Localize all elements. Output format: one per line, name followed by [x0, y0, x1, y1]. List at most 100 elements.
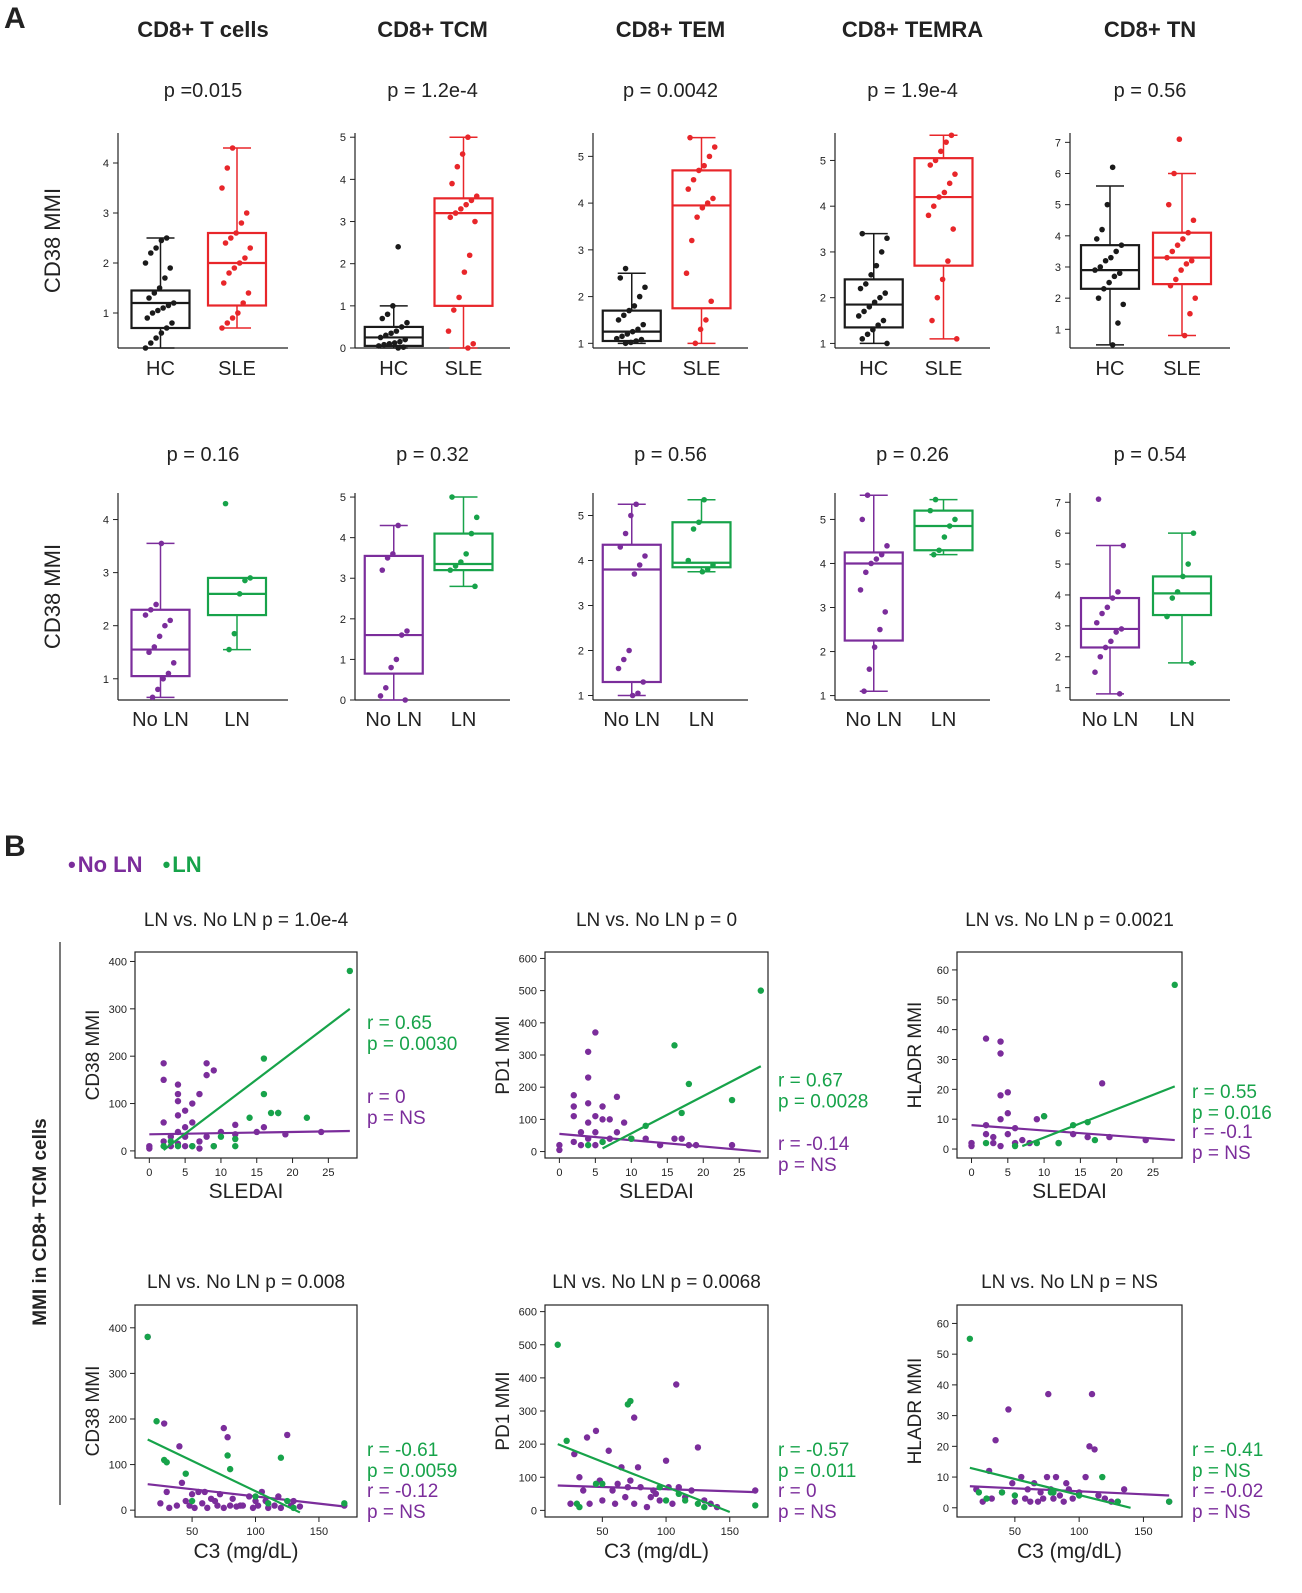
data-point	[249, 1504, 257, 1512]
data-point	[379, 567, 386, 573]
category-label: SLE	[683, 358, 721, 380]
data-point	[1173, 276, 1179, 283]
data-point	[144, 315, 151, 321]
data-point	[231, 265, 238, 271]
y-tick-label: 60	[937, 965, 949, 977]
x-tick-label: 50	[186, 1526, 198, 1538]
data-point	[203, 1133, 210, 1140]
data-point	[156, 285, 163, 291]
data-point	[997, 1142, 1004, 1150]
data-point	[165, 302, 172, 309]
data-point	[232, 1135, 239, 1143]
data-point	[629, 328, 636, 335]
data-point	[577, 1141, 585, 1149]
data-point	[728, 1096, 736, 1104]
data-point	[934, 294, 941, 301]
data-point	[662, 1457, 670, 1464]
fit-line	[559, 1132, 761, 1153]
y-tick-label: 2	[340, 614, 346, 626]
data-point	[863, 569, 869, 576]
data-point	[556, 1141, 563, 1149]
data-point	[395, 345, 401, 351]
x-tick-label: 25	[322, 1167, 334, 1179]
y-tick-label: 5	[578, 151, 584, 163]
data-point	[226, 1502, 234, 1509]
data-point	[599, 1497, 606, 1504]
data-point	[642, 284, 648, 291]
data-point	[267, 1109, 275, 1117]
data-point	[181, 1142, 189, 1150]
data-point	[930, 551, 937, 558]
data-point	[1108, 638, 1114, 645]
data-point	[1109, 164, 1116, 171]
x-axis-label: C3 (mg/dL)	[193, 1540, 298, 1563]
y-tick-label: 7	[1055, 137, 1061, 149]
data-point	[622, 340, 629, 347]
data-point	[1005, 1406, 1012, 1413]
series-no-ln	[144, 1333, 348, 1512]
data-point	[1063, 1480, 1070, 1487]
data-point	[449, 494, 455, 500]
box-sle	[206, 145, 268, 331]
y-tick-label: 400	[109, 956, 127, 968]
panel-label-a: A	[4, 2, 26, 35]
data-point	[943, 139, 949, 145]
box-hc	[363, 244, 424, 351]
data-point	[997, 1092, 1004, 1099]
data-point	[1192, 295, 1199, 301]
category-label: SLE	[925, 358, 963, 380]
data-point	[196, 1090, 203, 1098]
stat-p-ln: p = 0.0028	[778, 1091, 868, 1112]
data-point	[157, 1500, 164, 1507]
data-point	[584, 1119, 592, 1126]
data-point	[1060, 1498, 1067, 1505]
data-point	[162, 275, 168, 281]
category-label: LN	[689, 709, 715, 731]
data-point	[599, 1116, 606, 1123]
data-point	[1185, 561, 1191, 567]
data-point	[626, 647, 632, 654]
data-point	[1098, 1080, 1106, 1087]
data-point	[174, 1112, 182, 1119]
data-point	[219, 325, 225, 331]
data-point	[144, 1333, 151, 1341]
data-point	[1183, 261, 1190, 267]
data-point	[1102, 257, 1109, 264]
box-ln	[671, 496, 732, 575]
y-tick-label: 4	[1055, 231, 1061, 243]
fit-line	[969, 1466, 1131, 1509]
data-point	[229, 1495, 236, 1502]
data-point	[1108, 254, 1114, 261]
y-tick-label: 400	[109, 1323, 127, 1335]
box-iqr	[130, 608, 191, 678]
y-tick-label: 0	[531, 1147, 537, 1159]
series-no-ln	[556, 1029, 761, 1154]
data-point	[1102, 644, 1109, 651]
stat-p-no-ln: p = NS	[1192, 1502, 1251, 1523]
y-tick-label: 1	[1055, 324, 1061, 336]
data-point	[624, 331, 631, 337]
data-point	[927, 507, 934, 514]
data-point	[151, 290, 158, 296]
series-ln	[584, 987, 765, 1150]
data-point	[1178, 267, 1184, 273]
y-tick-label: 5	[340, 132, 346, 144]
chart-a-1-1: CD8+ T cells p =0.015 1 2 3 4 CD38 MMI HC SLE	[40, 17, 288, 380]
data-point	[697, 326, 704, 333]
fit-line	[147, 1438, 301, 1514]
data-point	[465, 134, 471, 141]
data-point	[210, 1142, 217, 1150]
y-tick-label: 4	[820, 201, 826, 213]
data-point	[941, 189, 948, 196]
x-tick-label: 50	[1009, 1526, 1021, 1538]
scatter-title: LN vs. No LN p = NS	[981, 1272, 1158, 1293]
data-point	[303, 1114, 311, 1121]
stat-r-no-ln: r = -0.12	[367, 1481, 438, 1502]
data-point	[1099, 226, 1105, 233]
stat-r-ln: r = -0.41	[1192, 1440, 1263, 1461]
data-point	[447, 214, 454, 221]
data-point	[1180, 236, 1186, 242]
data-point	[173, 1502, 181, 1509]
data-point	[166, 1504, 173, 1512]
data-point	[925, 212, 932, 219]
